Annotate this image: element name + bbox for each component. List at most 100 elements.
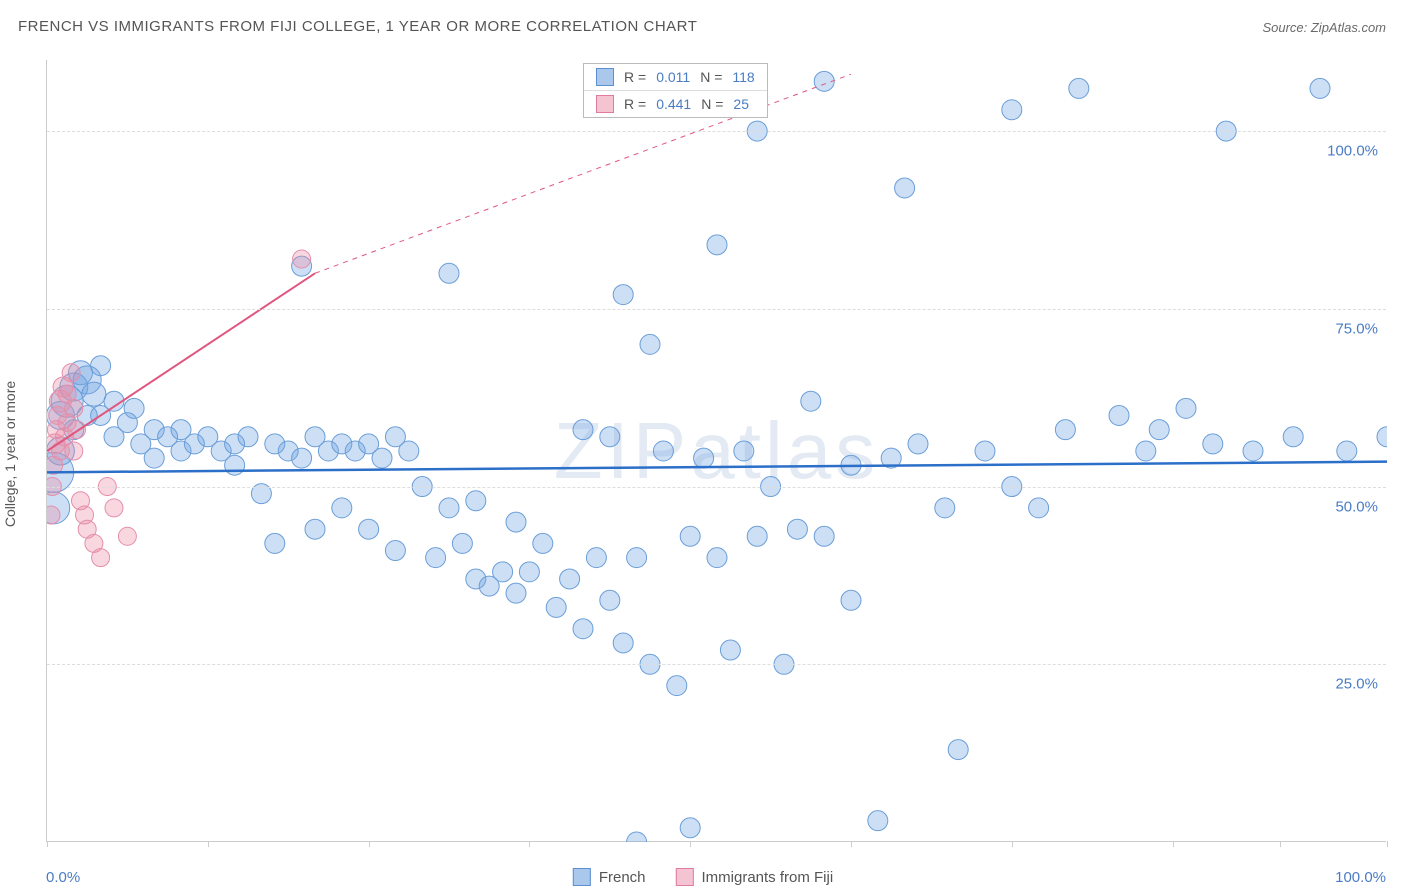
scatter-point [707,235,727,255]
plot-area: ZIPatlas 25.0%50.0%75.0%100.0% R = 0.011… [46,60,1386,842]
scatter-point [627,832,647,842]
scatter-point [908,434,928,454]
x-tick [690,841,691,847]
scatter-point [1002,100,1022,120]
scatter-point [47,506,60,524]
scatter-point [600,590,620,610]
stats-n-label: N = [701,96,723,112]
x-tick [851,841,852,847]
scatter-point [105,499,123,517]
scatter-point [680,526,700,546]
scatter-point [426,548,446,568]
x-tick [1387,841,1388,847]
scatter-point [787,519,807,539]
scatter-point [1109,405,1129,425]
scatter-point [975,441,995,461]
scatter-point [533,533,553,553]
scatter-point [707,548,727,568]
stats-swatch [596,95,614,113]
chart-title: FRENCH VS IMMIGRANTS FROM FIJI COLLEGE, … [18,18,697,35]
y-tick-label: 100.0% [1327,143,1378,160]
scatter-point [841,590,861,610]
legend-item: French [573,868,646,886]
scatter-point [1337,441,1357,461]
scatter-point [640,334,660,354]
scatter-point [65,399,83,417]
scatter-point [948,740,968,760]
stats-r-label: R = [624,96,646,112]
scatter-point [560,569,580,589]
scatter-point [372,448,392,468]
stats-r-label: R = [624,69,646,85]
scatter-point [238,427,258,447]
scatter-point [667,676,687,696]
chart-container: FRENCH VS IMMIGRANTS FROM FIJI COLLEGE, … [0,0,1406,892]
scatter-point [466,491,486,511]
scatter-point [1203,434,1223,454]
scatter-point [399,441,419,461]
scatter-point [118,527,136,545]
stats-legend-box: R = 0.011 N = 118 R = 0.441 N = 25 [583,63,768,118]
scatter-point [868,811,888,831]
scatter-point [895,178,915,198]
scatter-point [1149,420,1169,440]
scatter-point [293,250,311,268]
scatter-point [439,263,459,283]
legend-label: French [599,869,646,886]
chart-svg [47,60,1387,842]
gridline-h [47,309,1386,310]
bottom-legend: FrenchImmigrants from Fiji [573,868,833,886]
stats-n-label: N = [700,69,722,85]
scatter-point [613,285,633,305]
scatter-point [1310,78,1330,98]
scatter-point [91,356,111,376]
scatter-point [124,398,144,418]
x-tick [1012,841,1013,847]
scatter-point [573,420,593,440]
scatter-point [65,442,83,460]
scatter-point [600,427,620,447]
scatter-point [292,448,312,468]
scatter-point [82,382,106,406]
scatter-point [1283,427,1303,447]
x-tick [1173,841,1174,847]
scatter-point [1377,427,1387,447]
x-tick [1280,841,1281,847]
y-tick-label: 50.0% [1335,498,1378,515]
scatter-point [265,533,285,553]
stats-n-value: 25 [733,96,749,112]
scatter-point [452,533,472,553]
stats-r-value: 0.441 [656,96,691,112]
scatter-point [439,498,459,518]
scatter-point [519,562,539,582]
scatter-point [935,498,955,518]
scatter-point [694,448,714,468]
x-tick [208,841,209,847]
stats-row: R = 0.441 N = 25 [584,90,767,117]
legend-swatch [573,868,591,886]
scatter-point [720,640,740,660]
scatter-point [653,441,673,461]
gridline-h [47,131,1386,132]
scatter-point [680,818,700,838]
stats-n-value: 118 [732,69,754,85]
scatter-point [1243,441,1263,461]
scatter-point [801,391,821,411]
x-axis-min-label: 0.0% [46,869,80,886]
trend-line [47,462,1387,473]
scatter-point [385,541,405,561]
scatter-point [144,448,164,468]
scatter-point [1136,441,1156,461]
scatter-point [814,526,834,546]
scatter-point [1176,398,1196,418]
scatter-point [62,364,80,382]
stats-row: R = 0.011 N = 118 [584,64,767,90]
scatter-point [332,498,352,518]
gridline-h [47,664,1386,665]
scatter-point [734,441,754,461]
y-tick-label: 75.0% [1335,320,1378,337]
scatter-point [359,519,379,539]
scatter-point [1029,498,1049,518]
scatter-point [573,619,593,639]
x-tick [529,841,530,847]
